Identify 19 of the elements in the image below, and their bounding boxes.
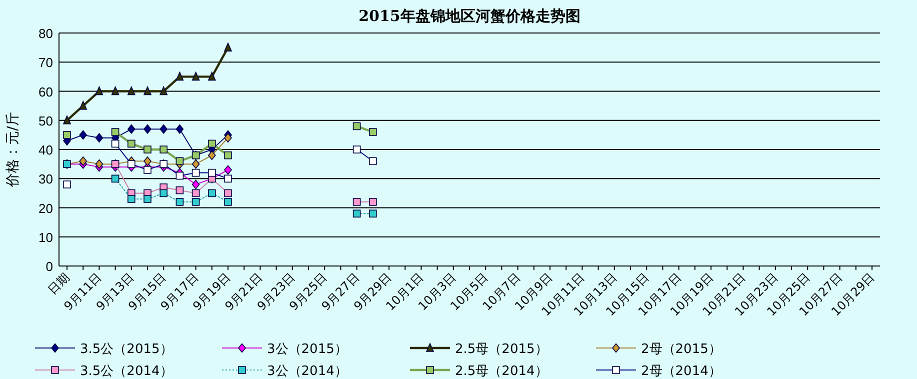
legend-label: 2母（2014） <box>641 364 722 379</box>
legend-label: 2母（2015） <box>641 342 722 357</box>
legend-label: 2.5母（2015） <box>455 342 548 357</box>
y-tick-label: 30 <box>38 172 53 187</box>
y-tick-label: 80 <box>38 26 53 41</box>
y-tick-label: 10 <box>38 230 53 245</box>
y-axis-title: 价格：元/斤 <box>5 112 21 188</box>
chart-title: 2015年盘锦地区河蟹价格走势图 <box>358 7 580 25</box>
y-tick-label: 20 <box>38 200 53 216</box>
legend-label: 3.5公（2015） <box>80 342 173 357</box>
y-tick-label: 40 <box>38 142 53 158</box>
legend-label: 2.5母（2014） <box>455 364 548 379</box>
y-tick-label: 60 <box>38 84 53 100</box>
y-tick-label: 70 <box>38 55 53 70</box>
legend-label: 3.5公（2014） <box>80 364 173 379</box>
legend-label: 3公（2014） <box>267 364 348 379</box>
y-tick-label: 50 <box>38 113 53 128</box>
y-tick-label: 0 <box>46 259 53 274</box>
legend-label: 3公（2015） <box>267 342 348 357</box>
